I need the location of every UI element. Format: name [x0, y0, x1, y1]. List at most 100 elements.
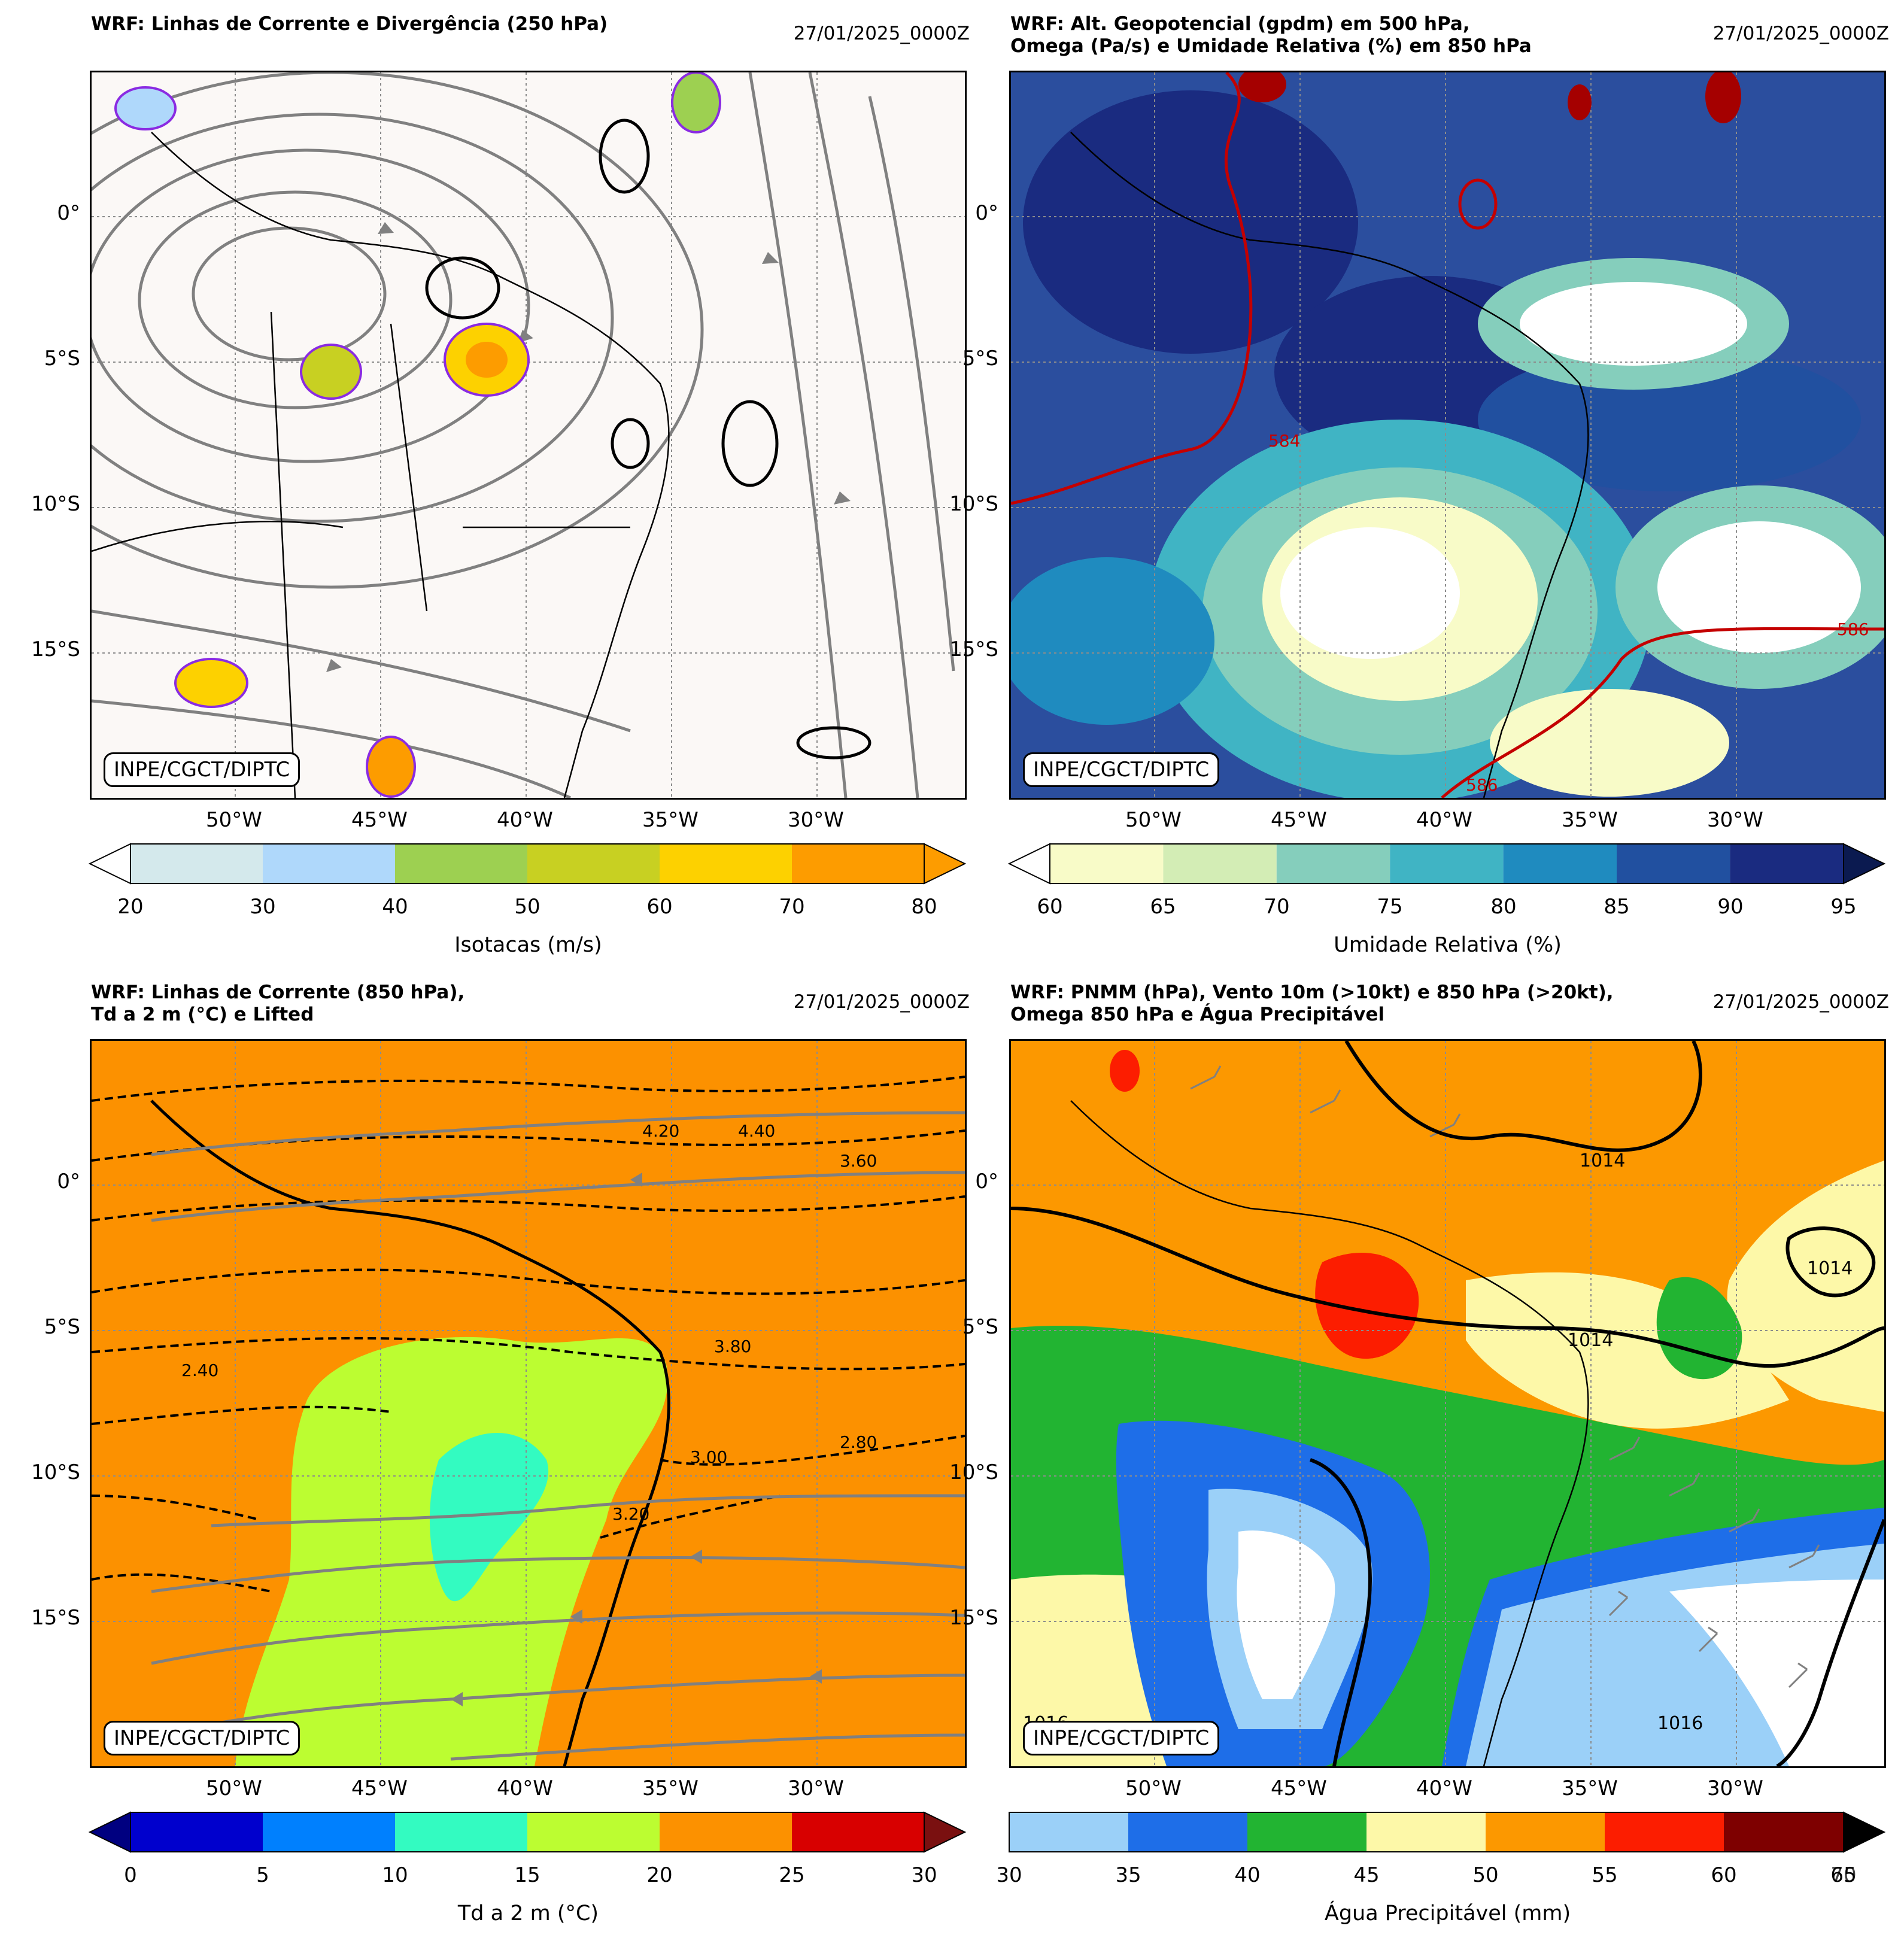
p4-xtick-1: 45°W: [1271, 1776, 1327, 1800]
panel-3-credit-badge: INPE/CGCT/DIPTC: [104, 1721, 300, 1755]
p1-cb-tick-0: 20: [117, 895, 144, 919]
p1-ytick-3: 15°S: [31, 637, 80, 661]
p2-cb-tick-7: 95: [1830, 895, 1857, 919]
panel-3-map: 4.20 4.40 3.60 3.00 2.80 3.20 3.80 2.40 …: [90, 1039, 967, 1768]
p3-xtick-4: 30°W: [788, 1776, 844, 1800]
p1-xtick-2: 40°W: [497, 808, 553, 832]
streamlines: [92, 72, 955, 798]
coastline: [1070, 1100, 1589, 1766]
p1-cb-tick-2: 40: [382, 895, 408, 919]
p1-xtick-0: 50°W: [206, 808, 262, 832]
contour-label-586-east: 586: [1837, 619, 1869, 639]
p3-cb-tick-0: 0: [124, 1863, 137, 1887]
panel-1-colorbar: [88, 843, 967, 885]
p3-cb-tick-1: 5: [256, 1863, 269, 1887]
panel-2-colorbar-label: Umidade Relativa (%): [1334, 933, 1562, 957]
panel-2-credit-badge: INPE/CGCT/DIPTC: [1023, 752, 1220, 787]
panel-4-date: 27/01/2025_0000Z: [1712, 991, 1889, 1013]
p3-cb-tick-5: 25: [779, 1863, 805, 1887]
precipitable-water-fields: [1011, 1050, 1884, 1766]
p1-ytick-2: 10°S: [31, 492, 80, 516]
p4-cb-tick-4: 50: [1472, 1863, 1499, 1887]
p2-xtick-0: 50°W: [1125, 808, 1182, 832]
streamline-arrows: [451, 1173, 822, 1706]
lifted-index-contours: [92, 1076, 965, 1593]
geopotential-labels: 584 586 586: [1268, 431, 1869, 795]
isotach-colorbar: [88, 843, 967, 885]
lifted-label-f: 3.20: [612, 1504, 649, 1524]
panel-3-title: WRF: Linhas de Corrente (850 hPa), Td a …: [91, 982, 465, 1025]
p4-ytick-2: 10°S: [949, 1460, 998, 1484]
precipitable-water-colorbar: [1009, 1811, 1886, 1853]
p2-cb-tick-1: 65: [1150, 895, 1176, 919]
lifted-label-h: 2.40: [181, 1360, 218, 1380]
p4-cb-tick-1: 35: [1115, 1863, 1141, 1887]
panel-3-colorbar: [88, 1811, 967, 1853]
p4-xtick-3: 35°W: [1562, 1776, 1618, 1800]
p1-xtick-3: 35°W: [642, 808, 699, 832]
streamlines: [151, 1111, 965, 1761]
isobar-label-east: 1014: [1807, 1258, 1853, 1279]
lifted-label-d: 3.00: [690, 1447, 727, 1467]
p4-cb-tick-2: 40: [1234, 1863, 1261, 1887]
wind-barbs: [1190, 1065, 1820, 1688]
p1-xtick-1: 45°W: [351, 808, 408, 832]
panel-4-colorbar: [1009, 1811, 1886, 1853]
graticule: [1011, 72, 1884, 798]
p4-xtick-0: 50°W: [1125, 1776, 1182, 1800]
p1-cb-tick-6: 80: [911, 895, 937, 919]
p2-ytick-2: 10°S: [949, 492, 998, 516]
p1-ytick-0: 0°: [57, 201, 80, 225]
panel-1-date: 27/01/2025_0000Z: [793, 23, 970, 44]
panel-3-date: 27/01/2025_0000Z: [793, 991, 970, 1013]
p1-cb-tick-1: 30: [250, 895, 276, 919]
p4-cb-tick-6: 60: [1711, 1863, 1737, 1887]
p2-xtick-3: 35°W: [1562, 808, 1618, 832]
coastline: [92, 132, 670, 798]
panel-1-map: INPE/CGCT/DIPTC: [90, 71, 967, 800]
p4-xtick-4: 30°W: [1707, 1776, 1763, 1800]
humidity-geopotential-map: 584 586 586: [1011, 72, 1884, 798]
p4-xtick-2: 40°W: [1416, 1776, 1472, 1800]
streamline-map-250hpa: [92, 72, 965, 798]
dewpoint-colorbar: [88, 1811, 967, 1853]
lifted-label-a: 4.20: [642, 1121, 679, 1141]
p1-ytick-1: 5°S: [44, 347, 80, 370]
pressure-precipitable-water-map: 1014 1014 1014 1016 1016: [1011, 1041, 1884, 1766]
panel-1-title: WRF: Linhas de Corrente e Divergência (2…: [91, 13, 608, 35]
graticule: [92, 1041, 965, 1766]
p2-xtick-4: 30°W: [1707, 808, 1763, 832]
p4-cb-tick-3: 45: [1353, 1863, 1380, 1887]
p2-cb-tick-3: 75: [1377, 895, 1403, 919]
p1-cb-tick-4: 60: [646, 895, 673, 919]
panel-2-date: 27/01/2025_0000Z: [1712, 23, 1889, 44]
p3-ytick-0: 0°: [57, 1170, 80, 1193]
p4-ytick-0: 0°: [975, 1170, 998, 1193]
p2-cb-tick-4: 80: [1490, 895, 1517, 919]
lifted-index-labels: 4.20 4.40 3.60 3.00 2.80 3.20 3.80 2.40: [181, 1121, 877, 1524]
panel-1-colorbar-label: Isotacas (m/s): [454, 933, 602, 957]
panel-2-colorbar: [1007, 843, 1886, 885]
p2-ytick-1: 5°S: [962, 347, 998, 370]
panel-4-title: WRF: PNMM (hPa), Vento 10m (>10kt) e 850…: [1010, 982, 1614, 1025]
p2-ytick-3: 15°S: [949, 637, 998, 661]
p2-cb-tick-2: 70: [1264, 895, 1290, 919]
lifted-label-g: 3.80: [714, 1337, 751, 1356]
p3-cb-tick-6: 30: [911, 1863, 937, 1887]
p1-cb-tick-3: 50: [514, 895, 540, 919]
panel-3-colorbar-label: Td a 2 m (°C): [457, 1902, 599, 1925]
p1-xtick-4: 30°W: [788, 808, 844, 832]
p3-xtick-0: 50°W: [206, 1776, 262, 1800]
humidity-fields: [1011, 90, 1884, 798]
panel-4-map: 1014 1014 1014 1016 1016 INPE/CGCT/DIPTC: [1009, 1039, 1886, 1768]
dewpoint-fields: [235, 1337, 668, 1766]
isotach-blobs: [114, 72, 721, 798]
contour-label-586-south: 586: [1466, 775, 1498, 795]
p2-cb-tick-6: 90: [1717, 895, 1744, 919]
panel-2-title: WRF: Alt. Geopotencial (gpdm) em 500 hPa…: [1010, 13, 1532, 57]
panel-4-colorbar-label: Água Precipitável (mm): [1324, 1902, 1571, 1925]
p3-cb-tick-3: 15: [514, 1863, 540, 1887]
p4-ytick-3: 15°S: [949, 1606, 998, 1630]
p4-ytick-1: 5°S: [962, 1315, 998, 1339]
panel-4-credit-badge: INPE/CGCT/DIPTC: [1023, 1721, 1220, 1755]
